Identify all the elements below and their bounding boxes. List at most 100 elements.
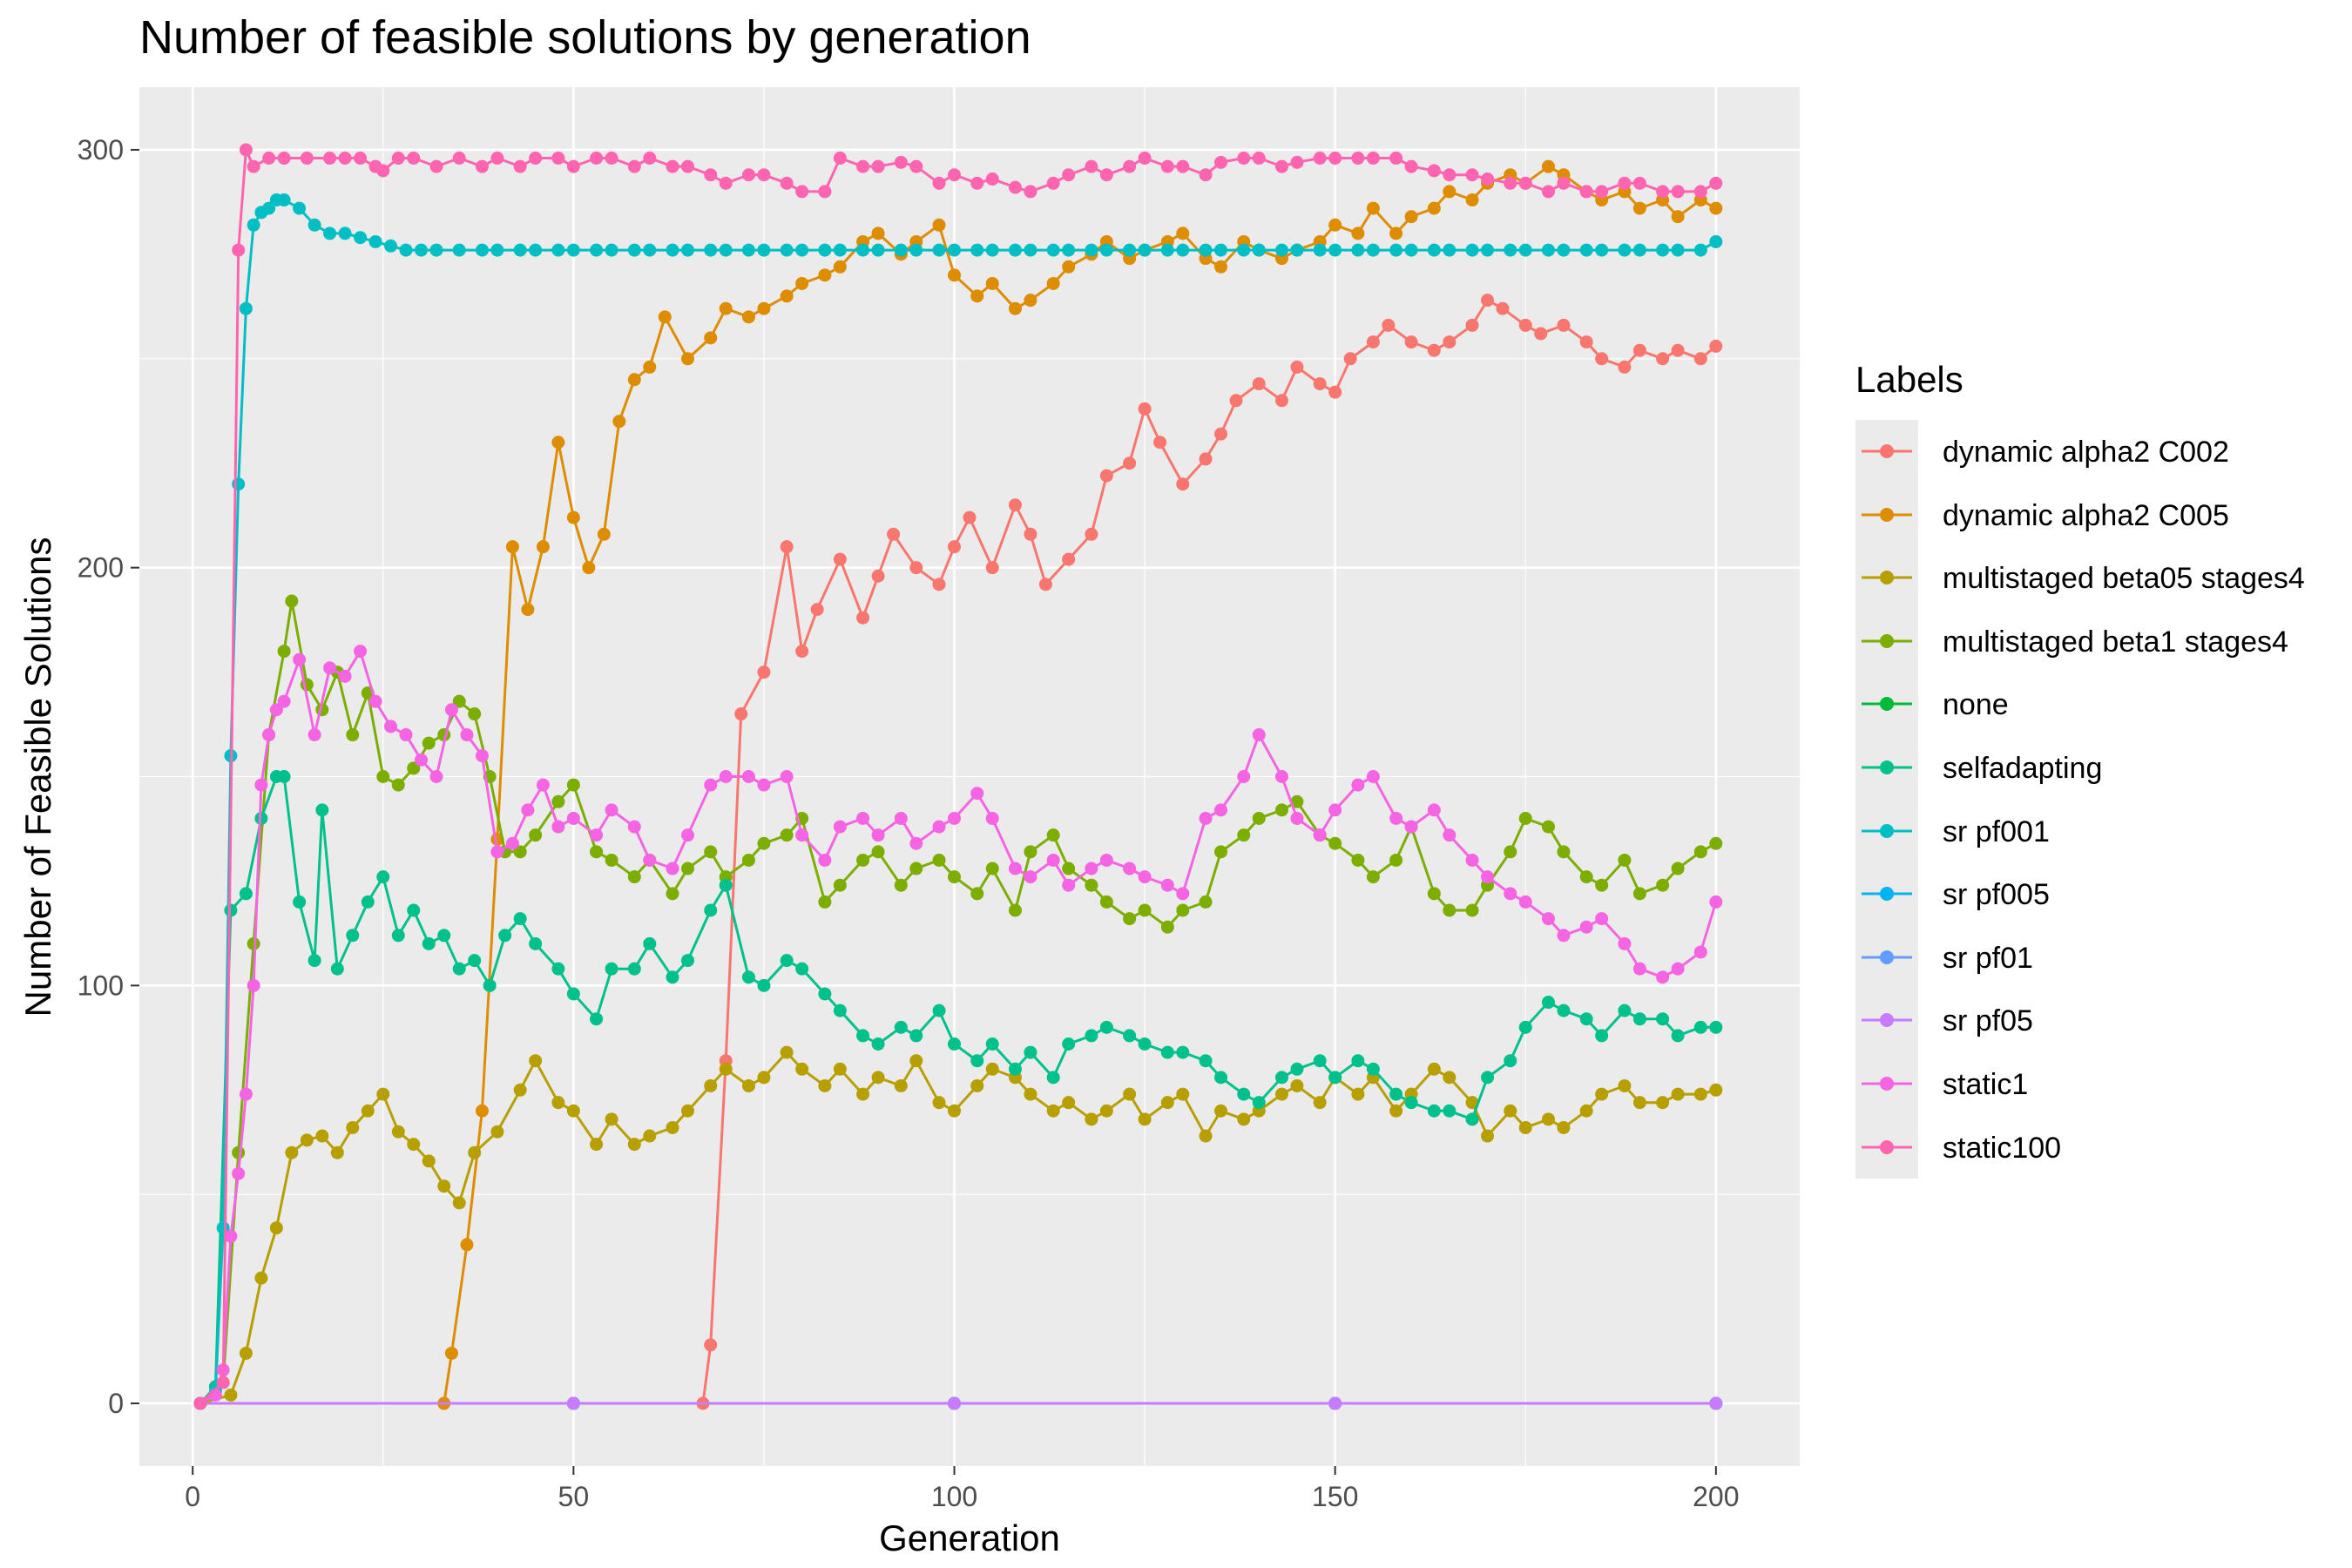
data-point [1160, 243, 1174, 257]
data-point [1366, 1062, 1380, 1076]
data-point [1214, 260, 1228, 274]
data-point [1046, 176, 1060, 190]
data-point [605, 152, 618, 166]
data-point [1595, 243, 1609, 257]
data-point [1709, 1020, 1723, 1034]
data-point [1656, 1012, 1670, 1026]
data-point [1099, 469, 1113, 483]
data-point [1237, 1087, 1251, 1101]
data-point [505, 836, 519, 850]
data-point [1579, 1012, 1593, 1026]
data-point [1252, 811, 1266, 825]
data-point [681, 828, 695, 842]
data-point [643, 243, 657, 257]
data-point [871, 1037, 885, 1051]
data-point [856, 243, 870, 257]
data-point [909, 836, 923, 850]
data-point [1214, 243, 1228, 257]
data-point [1176, 477, 1190, 491]
data-point [277, 193, 291, 207]
data-point [1618, 360, 1632, 374]
data-point [1123, 862, 1137, 875]
data-point [452, 694, 466, 708]
data-point [277, 645, 291, 659]
data-point [795, 828, 809, 842]
data-point [1237, 1112, 1251, 1126]
data-point [1693, 845, 1707, 859]
data-point [1579, 335, 1593, 349]
data-point [490, 243, 504, 257]
x-axis-title: Generation [879, 1517, 1060, 1558]
data-point [1328, 1396, 1342, 1410]
data-point [354, 645, 368, 659]
data-point [1176, 226, 1190, 240]
data-point [780, 1045, 794, 1059]
data-point [948, 870, 962, 884]
data-point [1557, 1004, 1571, 1017]
data-point [529, 828, 543, 842]
data-point [1579, 920, 1593, 934]
data-point [490, 845, 504, 859]
data-point [452, 962, 466, 976]
data-point [1351, 152, 1365, 166]
data-point [948, 1037, 962, 1051]
data-point [566, 778, 580, 792]
data-point [1443, 1104, 1456, 1118]
data-point [1595, 185, 1609, 199]
data-point [1557, 318, 1571, 332]
data-point [460, 1238, 474, 1252]
data-point [871, 828, 885, 842]
data-point [818, 268, 832, 282]
data-point [1046, 276, 1060, 290]
data-point [818, 853, 832, 867]
data-point [948, 1396, 962, 1410]
data-point [1138, 152, 1152, 166]
data-point [216, 1375, 230, 1389]
data-point [308, 218, 321, 232]
legend-key [1862, 697, 1912, 712]
data-point [1160, 920, 1174, 934]
data-point [1389, 243, 1403, 257]
data-point [422, 1154, 436, 1168]
data-point [407, 903, 421, 917]
data-point [346, 1120, 360, 1134]
data-point [909, 159, 923, 173]
data-point [1176, 1087, 1190, 1101]
data-point [1024, 294, 1037, 308]
data-point [513, 159, 527, 173]
data-point [1062, 168, 1076, 182]
data-point [1290, 360, 1304, 374]
data-point [681, 954, 695, 968]
data-point [513, 912, 527, 926]
data-point [1465, 193, 1479, 207]
data-point [1656, 1096, 1670, 1110]
data-point [741, 243, 755, 257]
data-point [795, 962, 809, 976]
data-point [536, 778, 550, 792]
data-point [315, 1129, 329, 1143]
data-point [734, 707, 748, 721]
data-point [232, 1146, 246, 1159]
data-point [277, 770, 291, 783]
data-point [1024, 845, 1037, 859]
data-point [1024, 527, 1037, 541]
data-point [932, 853, 946, 867]
data-point [1656, 243, 1670, 257]
data-point [254, 778, 268, 792]
data-point [1176, 903, 1190, 917]
data-point [1160, 878, 1174, 892]
data-point [1351, 1054, 1365, 1068]
data-point [452, 152, 466, 166]
data-point [1443, 168, 1456, 182]
data-point [422, 736, 436, 750]
legend-item: static1 [1855, 1052, 2291, 1116]
data-point [1099, 1104, 1113, 1118]
data-point [1389, 226, 1403, 240]
legend-title: Labels [1855, 359, 1963, 400]
data-point [719, 1062, 733, 1076]
data-point [1709, 836, 1723, 850]
data-point [1465, 168, 1479, 182]
data-point [1160, 1045, 1174, 1059]
data-point [262, 201, 276, 215]
data-point [681, 159, 695, 173]
